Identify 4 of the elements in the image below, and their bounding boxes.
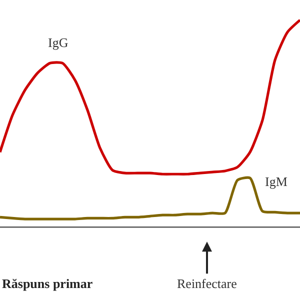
series-label: IgG xyxy=(48,35,68,50)
text: Răspuns primar xyxy=(2,276,93,291)
text: Reinfectare xyxy=(177,276,238,291)
series-label: IgM xyxy=(265,174,288,189)
